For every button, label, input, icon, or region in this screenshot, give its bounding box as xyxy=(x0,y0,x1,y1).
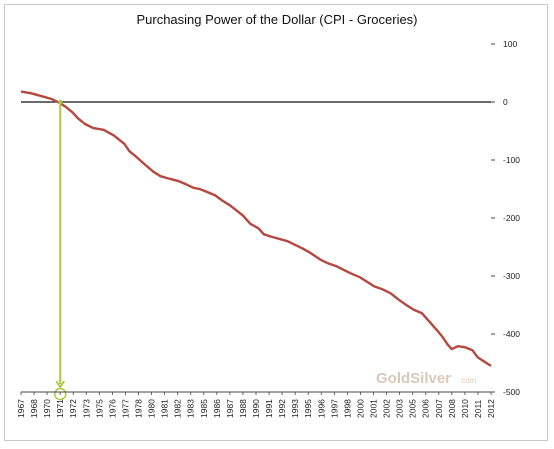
x-tick-label: 1982 xyxy=(173,399,183,418)
y-tick-label: 100 xyxy=(503,39,517,49)
y-tick-label: -400 xyxy=(503,329,520,339)
x-tick-label: 1997 xyxy=(329,399,339,418)
x-tick-label: 2003 xyxy=(395,399,405,418)
x-tick-label: 1993 xyxy=(290,399,300,418)
x-tick-label: 1992 xyxy=(277,399,287,418)
x-tick-label: 1972 xyxy=(68,399,78,418)
x-tick-label: 1975 xyxy=(94,399,104,418)
chart-title: Purchasing Power of the Dollar (CPI - Gr… xyxy=(136,12,418,27)
x-tick-label: 1991 xyxy=(264,399,274,418)
x-tick-label: 1976 xyxy=(107,399,117,418)
x-tick-label: 1986 xyxy=(212,399,222,418)
x-tick-label: 1987 xyxy=(225,399,235,418)
watermark-main: GoldSilver xyxy=(376,370,451,387)
x-tick-label: 1980 xyxy=(147,399,157,418)
x-tick-label: 1990 xyxy=(251,399,261,418)
x-tick-label: 1978 xyxy=(134,399,144,418)
y-tick-label: -500 xyxy=(503,387,520,397)
x-tick-label: 1970 xyxy=(42,399,52,418)
x-tick-label: 2008 xyxy=(447,399,457,418)
x-tick-label: 1983 xyxy=(186,399,196,418)
x-tick-label: 1996 xyxy=(316,399,326,418)
x-tick-label: 2012 xyxy=(486,399,496,418)
x-tick-label: 1968 xyxy=(29,399,39,418)
x-tick-label: 1998 xyxy=(342,399,352,418)
x-tick-label: 2007 xyxy=(434,399,444,418)
x-tick-label: 1988 xyxy=(238,399,248,418)
annotation-circle-marker xyxy=(54,387,67,401)
x-tick-label: 1977 xyxy=(120,399,130,418)
y-tick-label: 0 xyxy=(503,97,508,107)
x-tick-label: 2010 xyxy=(460,399,470,418)
x-tick-label: 2000 xyxy=(355,399,365,418)
annotation-arrowhead xyxy=(55,380,66,389)
x-tick-label: 2005 xyxy=(408,399,418,418)
x-tick-label: 1995 xyxy=(303,399,313,418)
x-tick-label: 2002 xyxy=(382,399,392,418)
watermark-sub: .com xyxy=(459,376,477,385)
y-tick-label: -200 xyxy=(503,213,520,223)
y-tick-label: -100 xyxy=(503,155,520,165)
x-tick-label: 1973 xyxy=(81,399,91,418)
x-tick-label: 1971 xyxy=(55,399,65,418)
y-tick-label: -300 xyxy=(503,271,520,281)
x-tick-label: 2001 xyxy=(369,399,379,418)
x-tick-label: 2006 xyxy=(421,399,431,418)
series-line-0 xyxy=(20,90,492,367)
x-tick-label: 1967 xyxy=(16,399,26,418)
x-tick-label: 2011 xyxy=(473,399,483,418)
x-tick-label: 1985 xyxy=(199,399,209,418)
chart-frame xyxy=(4,4,548,441)
x-tick-label: 1981 xyxy=(160,399,170,418)
annotation-origin-dot xyxy=(58,99,63,105)
